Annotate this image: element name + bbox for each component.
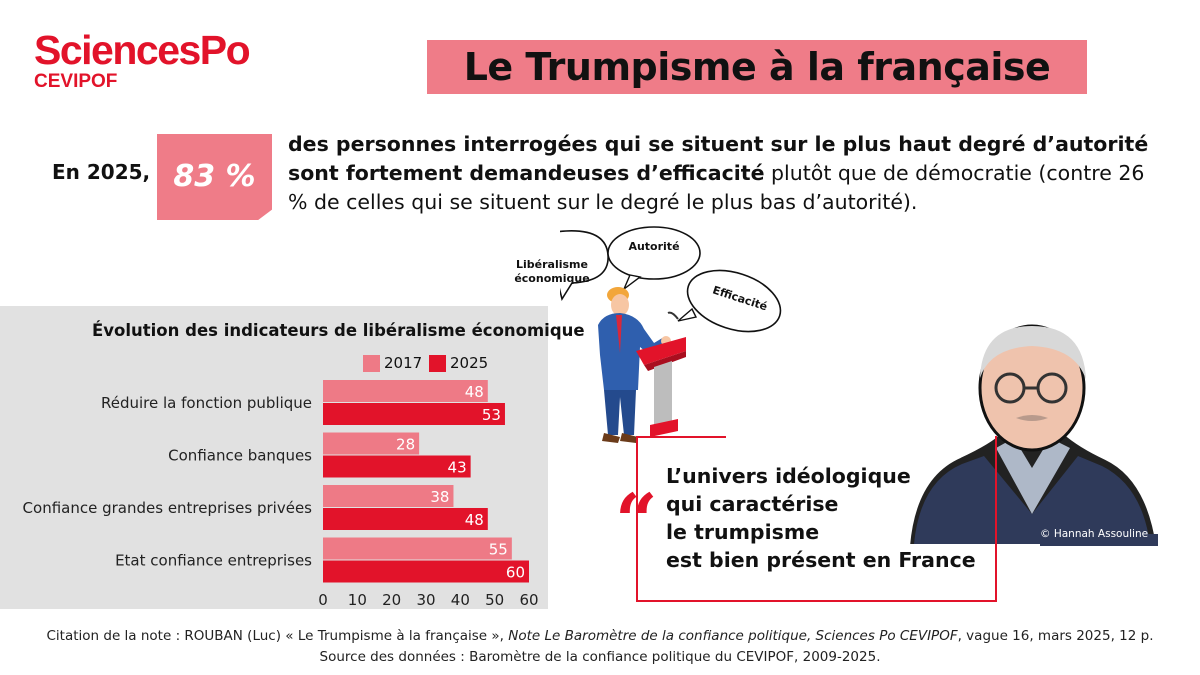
data-label-2025-1: 43 — [448, 459, 467, 477]
podium — [636, 311, 686, 437]
category-label-3: Etat confiance entreprises — [115, 552, 312, 570]
bubble-efficacite — [686, 269, 782, 333]
bubble-text-liberalisme-1: Libéralisme — [516, 258, 588, 271]
data-label-2017-3: 55 — [489, 541, 508, 559]
category-label-0: Réduire la fonction publique — [101, 394, 312, 412]
x-tick-30: 30 — [416, 591, 435, 609]
quote-line-3: le trumpisme — [666, 520, 820, 544]
citation-italic: Note Le Baromètre de la confiance politi… — [508, 628, 958, 644]
footer-citation: Citation de la note : ROUBAN (Luc) « Le … — [0, 626, 1200, 647]
legend-swatch-2025 — [429, 355, 446, 372]
quote-frame-top — [636, 436, 726, 438]
logo-name: SciencesPo — [34, 27, 251, 73]
portrait-photo — [905, 324, 1161, 548]
logo-sub: CEVIPOF — [34, 71, 118, 92]
x-tick-60: 60 — [519, 591, 538, 609]
bubble-text-autorite: Autorité — [628, 240, 680, 253]
politician-illustration — [560, 226, 782, 443]
data-label-2025-0: 53 — [482, 406, 501, 424]
data-label-2017-2: 38 — [430, 488, 449, 506]
bar-2017-0 — [323, 380, 488, 402]
quote-text: L’univers idéologique qui caractérise le… — [666, 462, 976, 574]
x-tick-0: 0 — [318, 591, 328, 609]
bar-2025-0 — [323, 403, 505, 425]
footer-source: Source des données : Baromètre de la con… — [319, 649, 881, 665]
category-label-2: Confiance grandes entreprises privées — [23, 499, 313, 517]
statement-bold: des personnes interrogées qui se situent… — [288, 132, 1149, 185]
data-label-2025-2: 48 — [465, 511, 484, 529]
year-label: En 2025, — [52, 160, 151, 184]
x-tick-50: 50 — [485, 591, 504, 609]
bubble-autorite — [607, 226, 701, 280]
bubble-text-liberalisme-2: économique — [514, 272, 590, 285]
footer: Citation de la note : ROUBAN (Luc) « Le … — [0, 626, 1200, 668]
data-label-2017-0: 48 — [465, 383, 484, 401]
bar-2025-3 — [323, 560, 529, 583]
x-tick-20: 20 — [382, 591, 401, 609]
copyright-icon: © — [1040, 528, 1054, 540]
bar-2017-3 — [323, 537, 512, 560]
statement-normal: plutôt que de démocratie (contre 26 % de… — [288, 161, 1145, 214]
bar-2025-2 — [323, 508, 488, 530]
quote-mark-icon: “ — [615, 479, 658, 565]
quote-line-4: est bien présent en France — [666, 548, 976, 572]
quote-frame — [636, 436, 997, 602]
data-label-2025-3: 60 — [506, 564, 525, 582]
chart-title: Évolution des indicateurs de libéralisme… — [92, 321, 585, 340]
category-label-1: Confiance banques — [168, 447, 312, 465]
bar-2017-1 — [323, 432, 420, 455]
speech-bubbles — [560, 226, 782, 333]
x-tick-10: 10 — [348, 591, 367, 609]
page-title: Le Trumpisme à la française — [463, 45, 1051, 89]
data-label-2017-1: 28 — [396, 436, 415, 454]
photo-credit: © Hannah Assouline — [1040, 528, 1148, 540]
legend-label-2017: 2017 — [384, 354, 423, 372]
percentage-value: 83 % — [173, 159, 256, 194]
legend-swatch-2017 — [363, 355, 380, 372]
quote-line-1: L’univers idéologique — [666, 464, 911, 488]
sciencespo-logo: SciencesPo CEVIPOF — [34, 27, 251, 92]
headline-statement: des personnes interrogées qui se situent… — [288, 130, 1168, 217]
quote-line-2: qui caractérise — [666, 492, 839, 516]
legend-label-2025: 2025 — [450, 354, 489, 372]
citation-prefix: Citation de la note : ROUBAN (Luc) « Le … — [46, 628, 509, 644]
x-tick-40: 40 — [451, 591, 470, 609]
citation-suffix: , vague 16, mars 2025, 12 p. — [957, 628, 1154, 644]
bar-2025-1 — [323, 455, 471, 478]
photo-credit-name: Hannah Assouline — [1053, 528, 1149, 540]
bubble-text-liberalisme: Libéralisme économique — [507, 258, 597, 286]
bar-2017-2 — [323, 485, 454, 507]
title-banner: Le Trumpisme à la française — [427, 40, 1087, 94]
percentage-badge: 83 % — [157, 134, 272, 220]
